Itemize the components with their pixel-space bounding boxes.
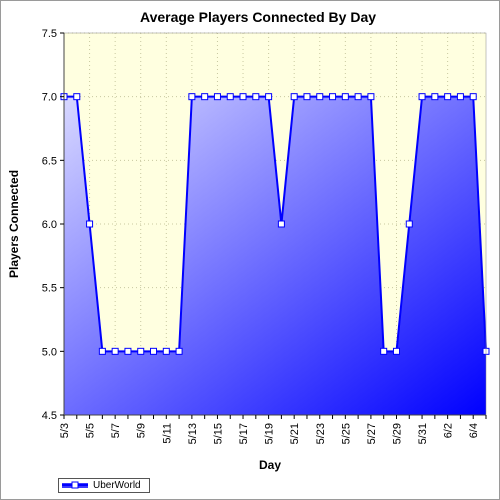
legend-label-uberworld: UberWorld	[93, 480, 141, 491]
data-point-5-23	[316, 93, 324, 101]
data-point-5-11	[162, 347, 170, 355]
data-point-5-18	[252, 93, 260, 101]
x-tick-label-5-13: 5/13	[187, 423, 199, 444]
data-point-5-22	[303, 93, 311, 101]
y-tick-label-1: 5.0	[42, 346, 57, 358]
axes	[60, 32, 487, 419]
data-point-5-20	[277, 220, 285, 228]
data-point-5-26	[354, 93, 362, 101]
data-point-6-2	[444, 93, 452, 101]
x-tick-label-5-27: 5/27	[366, 423, 378, 444]
data-point-5-13	[188, 93, 196, 101]
y-tick-label-5: 7.0	[42, 92, 57, 104]
x-tick-label-6-2: 6/2	[443, 423, 455, 438]
data-point-5-4	[73, 93, 81, 101]
y-tick-label-0: 4.5	[42, 410, 57, 422]
data-point-5-27	[367, 93, 375, 101]
x-tick-label-5-17: 5/17	[238, 423, 250, 444]
x-tick-label-5-29: 5/29	[391, 423, 403, 444]
data-point-5-9	[137, 347, 145, 355]
x-tick-label-5-3: 5/3	[59, 423, 71, 438]
x-tick-label-5-9: 5/9	[136, 423, 148, 438]
data-point-6-4	[469, 93, 477, 101]
x-tick-label-5-31: 5/31	[417, 423, 429, 444]
series-area-uberworld	[64, 96, 486, 416]
y-axis-title: Players Connected	[7, 170, 21, 278]
data-point-5-28	[380, 347, 388, 355]
data-point-5-12	[175, 347, 183, 355]
data-point-5-29	[392, 347, 400, 355]
data-point-6-1	[431, 93, 439, 101]
data-point-5-21	[290, 93, 298, 101]
data-point-5-31	[418, 93, 426, 101]
data-point-5-16	[226, 93, 234, 101]
y-tick-labels: 4.5 5.0 5.5 6.0 6.5 7.0 7.5	[42, 28, 57, 422]
data-point-5-24	[329, 93, 337, 101]
x-axis-title: Day	[259, 458, 281, 472]
x-tick-label-6-4: 6/4	[468, 423, 480, 438]
x-tick-label-5-11: 5/11	[161, 423, 173, 444]
data-point-5-6	[98, 347, 106, 355]
chart-title: Average Players Connected By Day	[140, 9, 376, 25]
x-tick-labels: 5/3 5/5 5/7 5/9 5/11 5/13 5/15 5/17 5/19 5/21 5/23…	[59, 423, 480, 444]
y-tick-label-4: 6.5	[42, 155, 57, 167]
y-tick-label-6: 7.5	[42, 28, 57, 40]
y-tick-label-3: 6.0	[42, 219, 57, 231]
x-tick-label-5-19: 5/19	[264, 423, 276, 444]
legend: UberWorld	[58, 478, 150, 493]
data-point-5-25	[341, 93, 349, 101]
data-point-5-5	[86, 220, 94, 228]
x-tick-label-5-15: 5/15	[212, 423, 224, 444]
data-point-5-7	[111, 347, 119, 355]
data-point-5-19	[265, 93, 273, 101]
data-point-6-3	[456, 93, 464, 101]
data-point-5-15	[213, 93, 221, 101]
legend-swatch	[62, 481, 88, 489]
x-tick-label-5-5: 5/5	[85, 423, 97, 438]
data-point-5-8	[124, 347, 132, 355]
data-point-5-17	[239, 93, 247, 101]
data-point-5-30	[405, 220, 413, 228]
x-tick-label-5-7: 5/7	[110, 423, 122, 438]
data-point-5-14	[201, 93, 209, 101]
series-line-uberworld	[64, 95, 487, 353]
x-tick-label-5-21: 5/21	[289, 423, 301, 444]
x-tick-label-5-25: 5/25	[340, 423, 352, 444]
x-tick-label-5-23: 5/23	[315, 423, 327, 444]
data-point-5-10	[150, 347, 158, 355]
y-tick-label-2: 5.5	[42, 283, 57, 295]
